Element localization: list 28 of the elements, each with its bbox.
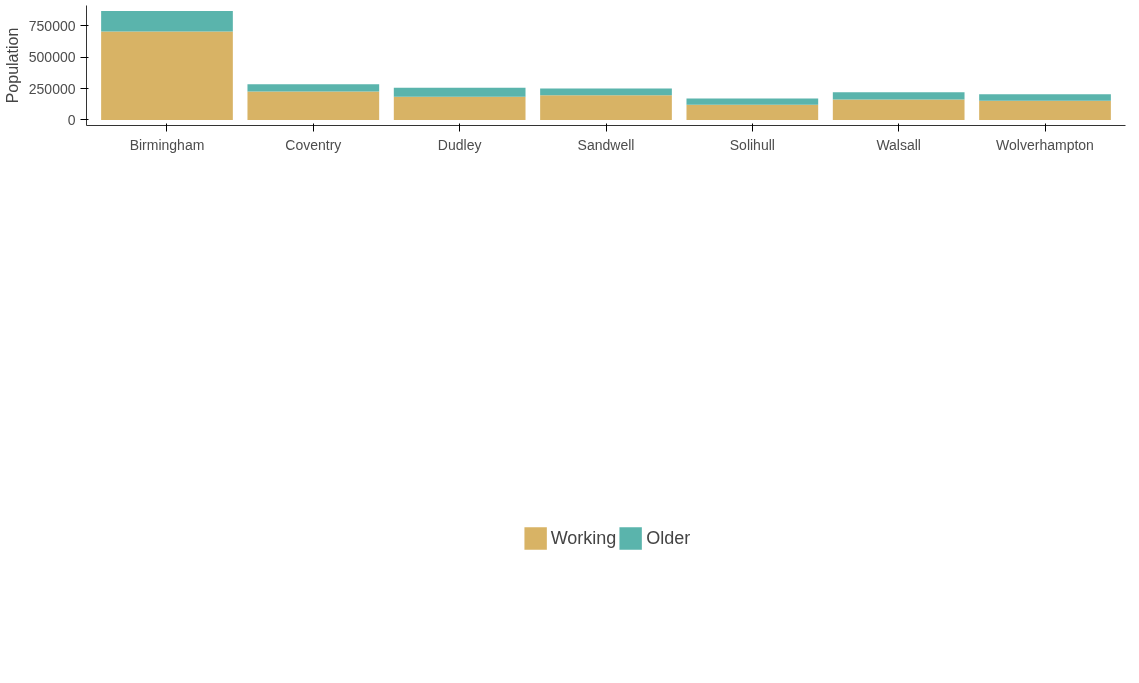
y-tick-label: 750000 xyxy=(28,17,76,34)
bar xyxy=(832,92,965,100)
bar xyxy=(393,87,526,97)
x-tick-label: Wolverhampton xyxy=(996,136,1094,153)
bar xyxy=(247,91,380,120)
x-tick-label: Walsall xyxy=(876,136,921,153)
bar xyxy=(247,84,380,92)
y-tick-label: 0 xyxy=(67,111,76,128)
bar xyxy=(686,98,819,105)
legend-label: Older xyxy=(646,527,691,549)
y-tick-label: 250000 xyxy=(28,80,76,97)
x-tick-label: Birmingham xyxy=(129,136,205,153)
bar xyxy=(540,95,672,120)
bar xyxy=(979,94,1111,101)
x-tick-label: Sandwell xyxy=(577,136,635,153)
y-tick-label: 500000 xyxy=(28,49,76,66)
bar xyxy=(832,99,965,120)
bar xyxy=(101,31,233,120)
x-tick-label: Dudley xyxy=(437,136,482,153)
bar xyxy=(686,104,819,120)
x-tick-label: Solihull xyxy=(729,136,775,153)
legend-label: Working xyxy=(550,527,617,549)
bar xyxy=(393,96,526,120)
bar xyxy=(101,10,233,32)
bar xyxy=(979,100,1111,120)
bar xyxy=(540,88,672,96)
x-tick-label: Coventry xyxy=(285,136,342,153)
y-axis-title: Population xyxy=(3,27,21,104)
